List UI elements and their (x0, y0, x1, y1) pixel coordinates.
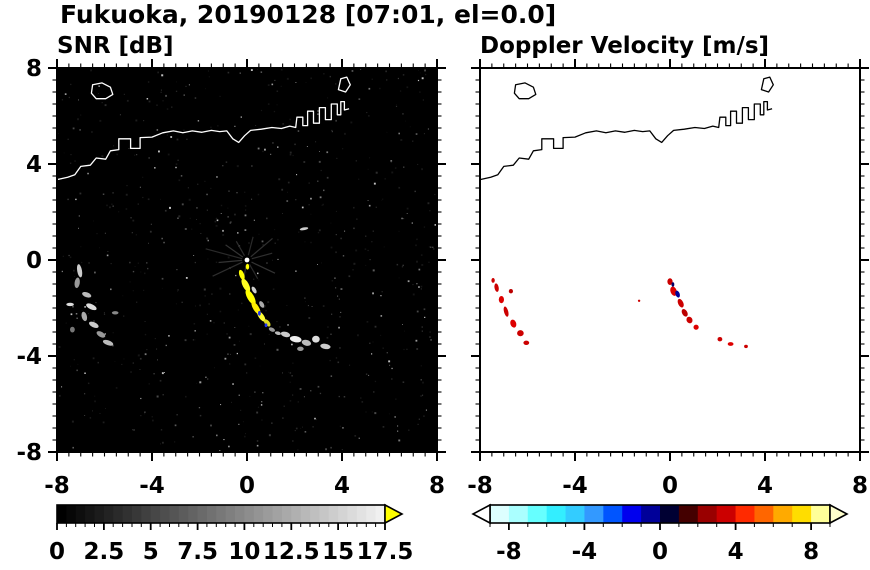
velocity-colorbar: -8 -4 0 4 8 (471, 503, 849, 565)
snr-colorbar-label: 5 (143, 539, 159, 565)
noise-speckle (57, 68, 437, 452)
velocity-x-tick-label: 8 (852, 473, 868, 499)
velocity-x-tick-label: -8 (467, 473, 493, 499)
snr-y-tick-label: 8 (26, 56, 42, 82)
snr-colorbar-label: 15 (322, 539, 354, 565)
velocity-coastline (479, 76, 774, 181)
snr-colorbar-label: 12.5 (263, 539, 320, 565)
velocity-colorbar-label: -4 (572, 539, 598, 565)
snr-axis-ticks (48, 59, 446, 461)
snr-colorbar-label: 17.5 (357, 539, 414, 565)
velocity-colorbar-label: 4 (728, 539, 744, 565)
snr-x-tick-label: -8 (44, 473, 70, 499)
velocity-colorbar-under-arrow (471, 503, 491, 525)
snr-colorbar-label: 2.5 (84, 539, 125, 565)
velocity-x-tick-label: -4 (562, 473, 588, 499)
snr-colorbar-over-arrow (384, 503, 404, 525)
snr-colorbar-label: 10 (228, 539, 260, 565)
snr-x-tick-label: 0 (239, 473, 255, 499)
velocity-echoes (491, 278, 748, 349)
velocity-x-tick-label: 0 (662, 473, 678, 499)
velocity-colorbar-over-arrow (829, 503, 849, 525)
velocity-colorbar-label: 0 (652, 539, 668, 565)
velocity-panel-title: Doppler Velocity [m/s] (480, 33, 770, 59)
snr-y-tick-label: 4 (26, 152, 42, 178)
snr-x-tick-label: 4 (334, 473, 350, 499)
snr-x-tick-label: -4 (139, 473, 165, 499)
velocity-plot-background (480, 68, 860, 452)
velocity-axis-ticks (471, 59, 869, 461)
snr-echoes (66, 227, 331, 351)
snr-y-tick-label: 0 (26, 248, 42, 274)
snr-plot-area: -8 -4 0 4 8 8 4 0 -4 -8 (16, 56, 446, 499)
snr-colorbar-label: 7.5 (177, 539, 218, 565)
snr-y-tick-label: -4 (16, 344, 42, 370)
velocity-colorbar-label: 8 (803, 539, 819, 565)
snr-colorbar-label: 0 (49, 539, 65, 565)
snr-colorbar: 0 2.5 5 7.5 10 12.5 15 17.5 (49, 503, 414, 565)
snr-coastline (56, 76, 351, 181)
snr-y-tick-label: -8 (16, 440, 42, 466)
velocity-colorbar-label: -8 (496, 539, 522, 565)
velocity-plot-area: -8 -4 0 4 8 (467, 59, 869, 499)
snr-panel-title: SNR [dB] (57, 33, 174, 59)
snr-x-tick-label: 8 (429, 473, 445, 499)
velocity-x-tick-label: 4 (757, 473, 773, 499)
figure-title: Fukuoka, 20190128 [07:01, el=0.0] (60, 0, 557, 29)
